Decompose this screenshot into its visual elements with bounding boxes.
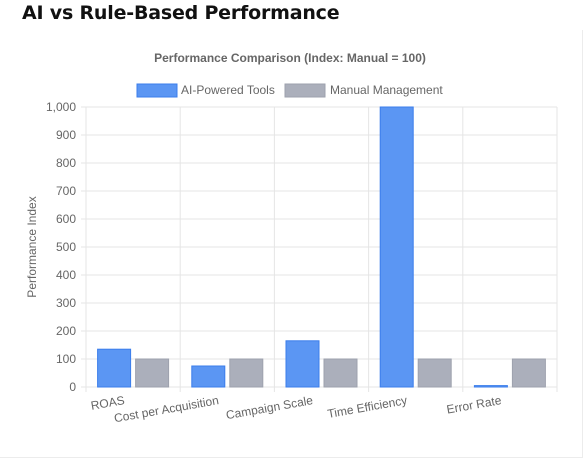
y-tick-label: 0 xyxy=(69,380,76,394)
legend-label-2: Manual Management xyxy=(330,83,443,97)
section-heading: AI vs Rule-Based Performance xyxy=(22,2,340,24)
bar-ai-4[interactable] xyxy=(473,385,508,388)
bar-manual-4[interactable] xyxy=(511,358,546,388)
x-tick-label: Cost per Acquisition xyxy=(113,393,220,425)
y-tick-label: 300 xyxy=(56,296,76,310)
y-tick-label: 700 xyxy=(56,184,76,198)
chart-bars xyxy=(97,106,546,388)
bar-manual-0[interactable] xyxy=(135,358,170,388)
legend-swatch-2 xyxy=(284,83,326,98)
x-tick-label: Error Rate xyxy=(445,393,502,416)
bar-ai-3[interactable] xyxy=(379,106,414,388)
y-tick-label: 900 xyxy=(56,128,76,142)
y-tick-label: 200 xyxy=(56,324,76,338)
legend-label-1: AI-Powered Tools xyxy=(181,83,275,97)
x-tick-label: Time Efficiency xyxy=(326,393,408,421)
x-tick-label: Campaign Scale xyxy=(225,393,314,422)
y-tick-label: 500 xyxy=(56,240,76,254)
y-tick-label: 100 xyxy=(56,352,76,366)
y-tick-label: 1,000 xyxy=(46,100,76,114)
bar-manual-3[interactable] xyxy=(417,358,452,388)
chart-title: Performance Comparison (Index: Manual = … xyxy=(154,51,426,65)
legend-item-2[interactable]: Manual Management xyxy=(284,83,443,98)
y-tick-label: 400 xyxy=(56,268,76,282)
x-tick-label: ROAS xyxy=(90,393,126,413)
y-axis-label: Performance Index xyxy=(25,196,39,297)
bar-ai-2[interactable] xyxy=(285,340,320,388)
y-tick-label: 800 xyxy=(56,156,76,170)
bar-ai-1[interactable] xyxy=(191,365,226,388)
chart-legend: AI-Powered Tools Manual Management xyxy=(136,83,443,98)
y-axis: 0 100 200 300 400 500 600 700 800 900 1,000 xyxy=(46,100,76,394)
bar-ai-0[interactable] xyxy=(97,348,132,388)
bar-manual-2[interactable] xyxy=(323,358,358,388)
legend-item-1[interactable]: AI-Powered Tools xyxy=(136,83,275,98)
y-tick-label: 600 xyxy=(56,212,76,226)
legend-swatch-1 xyxy=(136,83,178,98)
bar-manual-1[interactable] xyxy=(229,358,264,388)
chart-grid xyxy=(81,106,558,392)
